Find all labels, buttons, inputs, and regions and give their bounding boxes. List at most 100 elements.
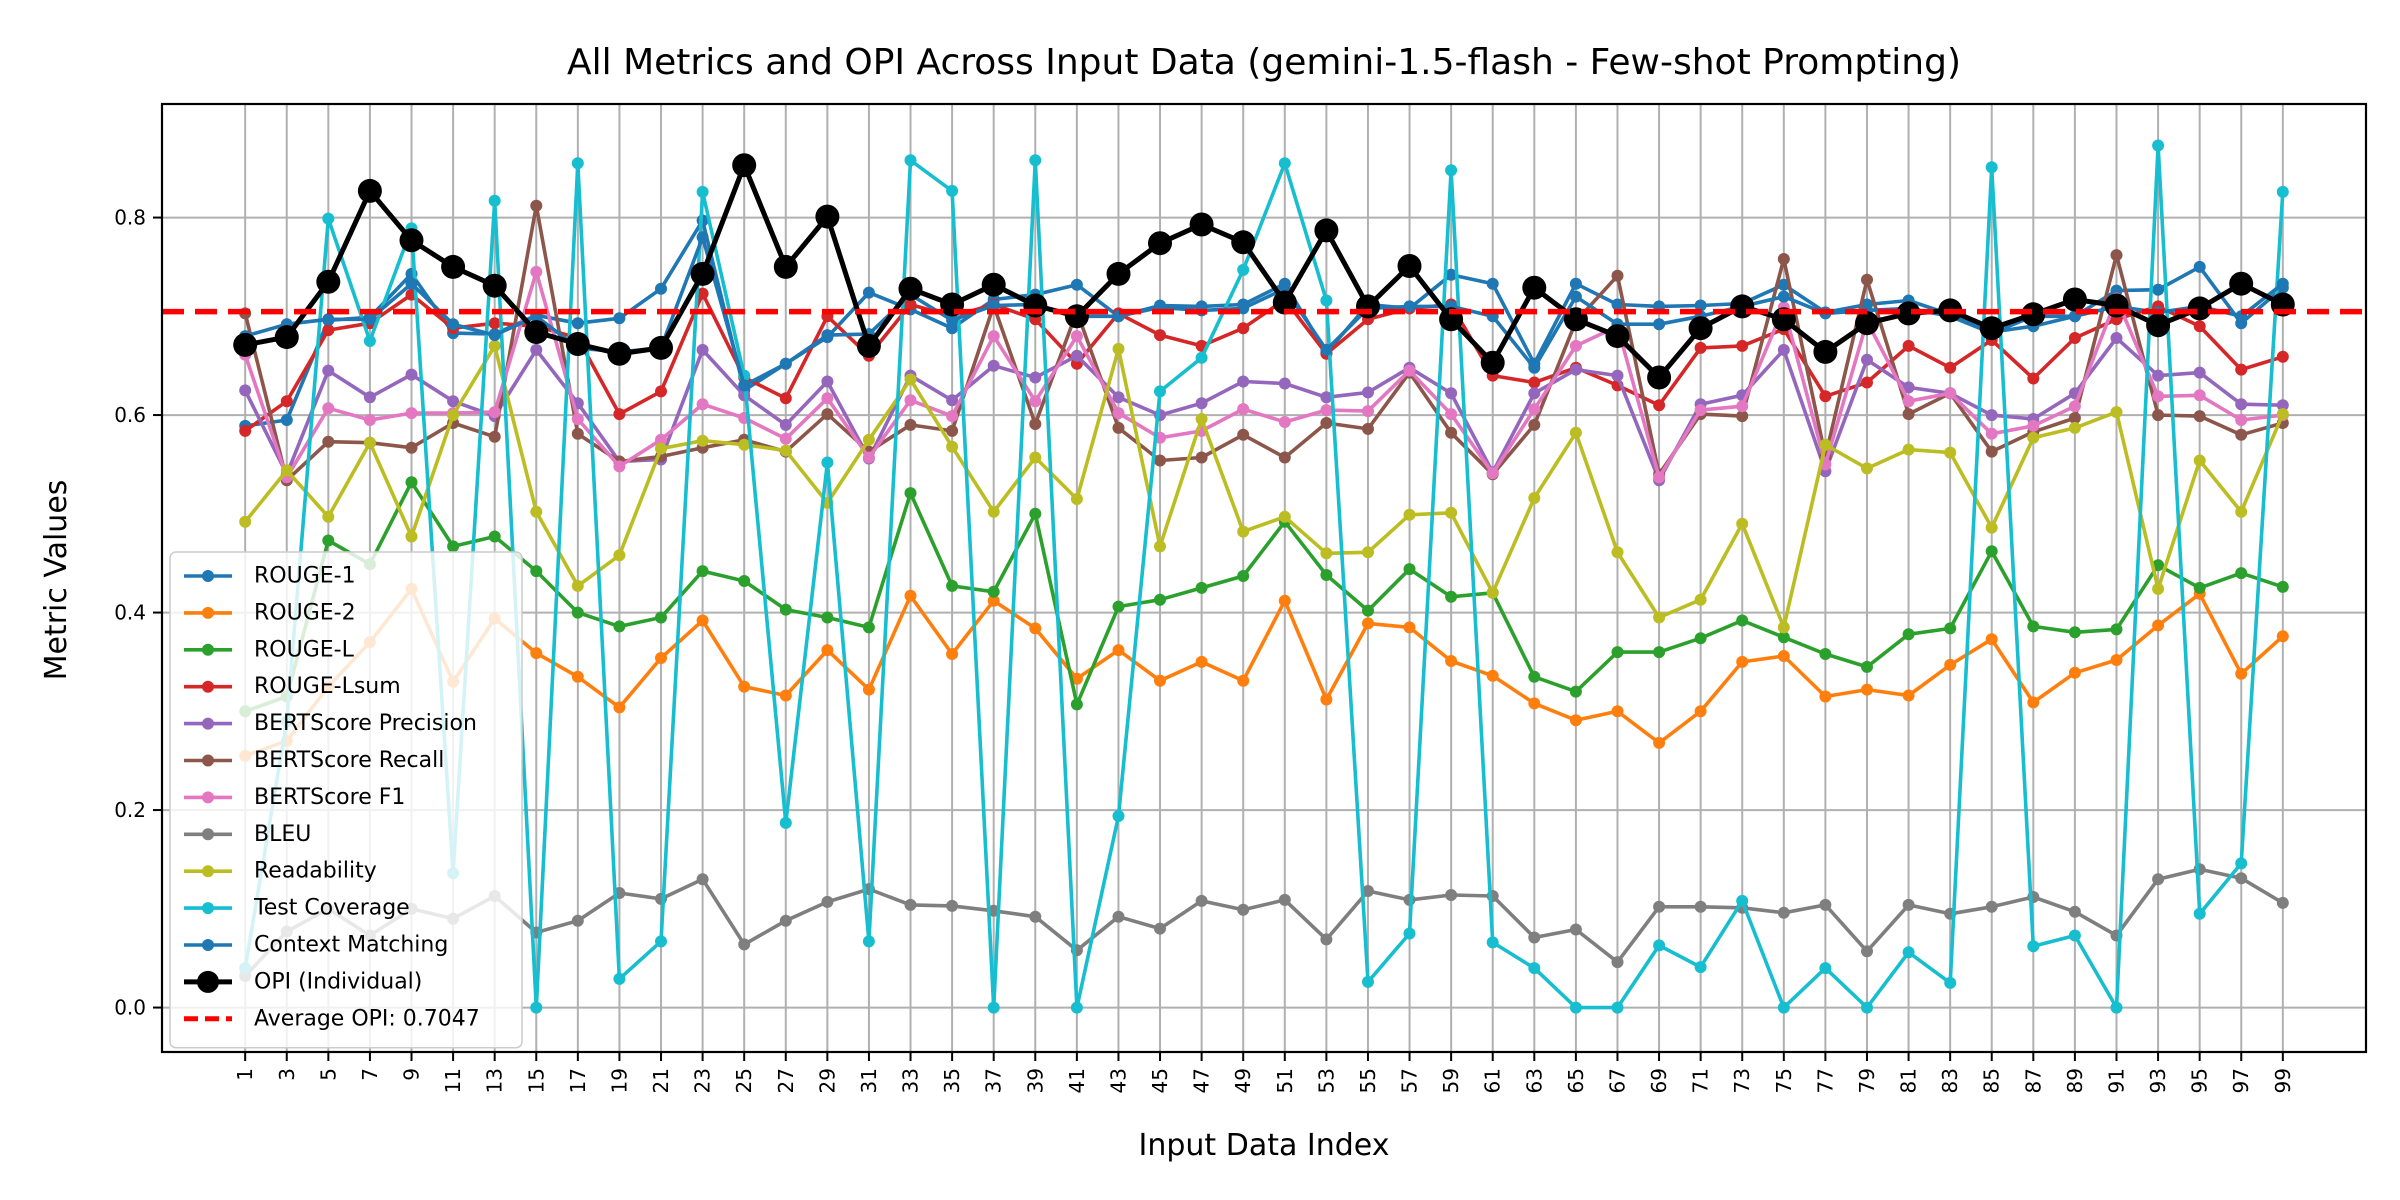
legend-marker — [202, 606, 214, 619]
legend-marker — [202, 717, 214, 730]
data-point — [946, 394, 959, 407]
data-point — [1403, 300, 1416, 313]
data-point — [613, 408, 626, 421]
data-point — [1777, 631, 1790, 644]
data-point — [1278, 157, 1291, 170]
data-point — [2276, 350, 2289, 363]
data-point — [2235, 667, 2248, 680]
data-point — [862, 683, 875, 696]
data-point — [946, 648, 959, 660]
data-point — [1653, 471, 1666, 484]
legend-entry: Average OPI: 0.7047 — [184, 1006, 480, 1031]
data-point — [322, 364, 335, 377]
data-point — [1730, 294, 1755, 319]
data-point — [862, 621, 875, 634]
data-point — [1736, 517, 1749, 530]
data-point — [322, 212, 335, 225]
legend-marker — [202, 791, 214, 804]
x-tick-label: 83 — [1938, 1068, 1962, 1093]
data-point — [1736, 655, 1749, 668]
data-point — [405, 441, 418, 454]
x-tick-label: 73 — [1730, 1068, 1754, 1093]
data-point — [946, 184, 959, 197]
data-point — [363, 436, 376, 449]
y-tick-label: 0.4 — [114, 601, 146, 625]
data-point — [363, 335, 376, 347]
x-tick-label: 75 — [1772, 1068, 1796, 1093]
data-point — [1278, 510, 1291, 523]
data-point — [738, 938, 751, 951]
data-point — [1362, 885, 1374, 897]
data-point — [488, 329, 501, 342]
data-point — [2193, 581, 2206, 594]
data-point — [738, 438, 751, 451]
data-point — [1611, 546, 1624, 559]
data-point — [1861, 353, 1873, 366]
data-point — [1320, 693, 1333, 706]
data-point — [1569, 714, 1582, 727]
data-point — [1528, 387, 1541, 400]
data-point — [904, 394, 917, 407]
data-point — [2068, 929, 2081, 942]
data-point — [1985, 521, 1998, 534]
data-point — [613, 460, 626, 473]
data-point — [1985, 545, 1998, 558]
data-point — [1944, 976, 1957, 989]
data-point — [696, 614, 709, 627]
x-tick-label: 49 — [1231, 1068, 1255, 1093]
x-tick-label: 55 — [1356, 1068, 1380, 1093]
data-point — [821, 375, 834, 388]
x-tick-label: 61 — [1481, 1068, 1505, 1093]
data-point — [1611, 646, 1624, 659]
legend-entry: OPI (Individual) — [184, 969, 422, 994]
data-point — [946, 440, 959, 453]
data-point — [1486, 467, 1499, 480]
data-point — [2110, 332, 2123, 344]
data-point — [1445, 655, 1458, 667]
x-tick-label: 1 — [233, 1068, 257, 1081]
data-point — [1195, 655, 1208, 668]
data-point — [1902, 898, 1915, 911]
series-readability — [239, 339, 2289, 634]
y-tick-label: 0.2 — [114, 798, 146, 822]
data-point — [987, 359, 1000, 372]
data-point — [1278, 416, 1291, 428]
data-point — [1403, 927, 1416, 940]
data-point — [1486, 277, 1499, 290]
x-tick-label: 27 — [774, 1068, 798, 1093]
x-tick-label: 5 — [316, 1068, 340, 1081]
data-point — [488, 194, 501, 207]
data-point — [981, 272, 1006, 297]
data-point — [2235, 398, 2248, 411]
x-tick-label: 7 — [358, 1068, 382, 1081]
data-point — [530, 265, 543, 278]
series-bertscore-f1 — [239, 265, 2289, 484]
data-point — [1070, 1001, 1083, 1014]
data-point — [1611, 369, 1624, 382]
series-opi-individual — [233, 153, 2295, 390]
data-point — [1356, 294, 1380, 319]
data-point — [1403, 364, 1416, 377]
data-point — [233, 332, 258, 357]
data-point — [856, 333, 881, 358]
data-point — [1861, 376, 1873, 389]
data-point — [530, 199, 543, 212]
data-point — [447, 409, 460, 422]
data-point — [1362, 617, 1374, 630]
data-point — [779, 914, 792, 927]
data-point — [655, 442, 667, 455]
series-line — [243, 203, 2284, 483]
data-point — [571, 317, 584, 330]
data-point — [357, 178, 382, 203]
data-point — [2276, 896, 2289, 909]
data-point — [862, 451, 875, 464]
legend-entry: BERTScore Recall — [184, 748, 444, 773]
data-point — [488, 430, 501, 443]
legend-label: Context Matching — [254, 933, 448, 958]
data-point — [2152, 582, 2165, 595]
legend-marker — [202, 570, 214, 582]
data-point — [2193, 389, 2206, 402]
data-point — [696, 343, 709, 356]
data-point — [2068, 400, 2081, 413]
